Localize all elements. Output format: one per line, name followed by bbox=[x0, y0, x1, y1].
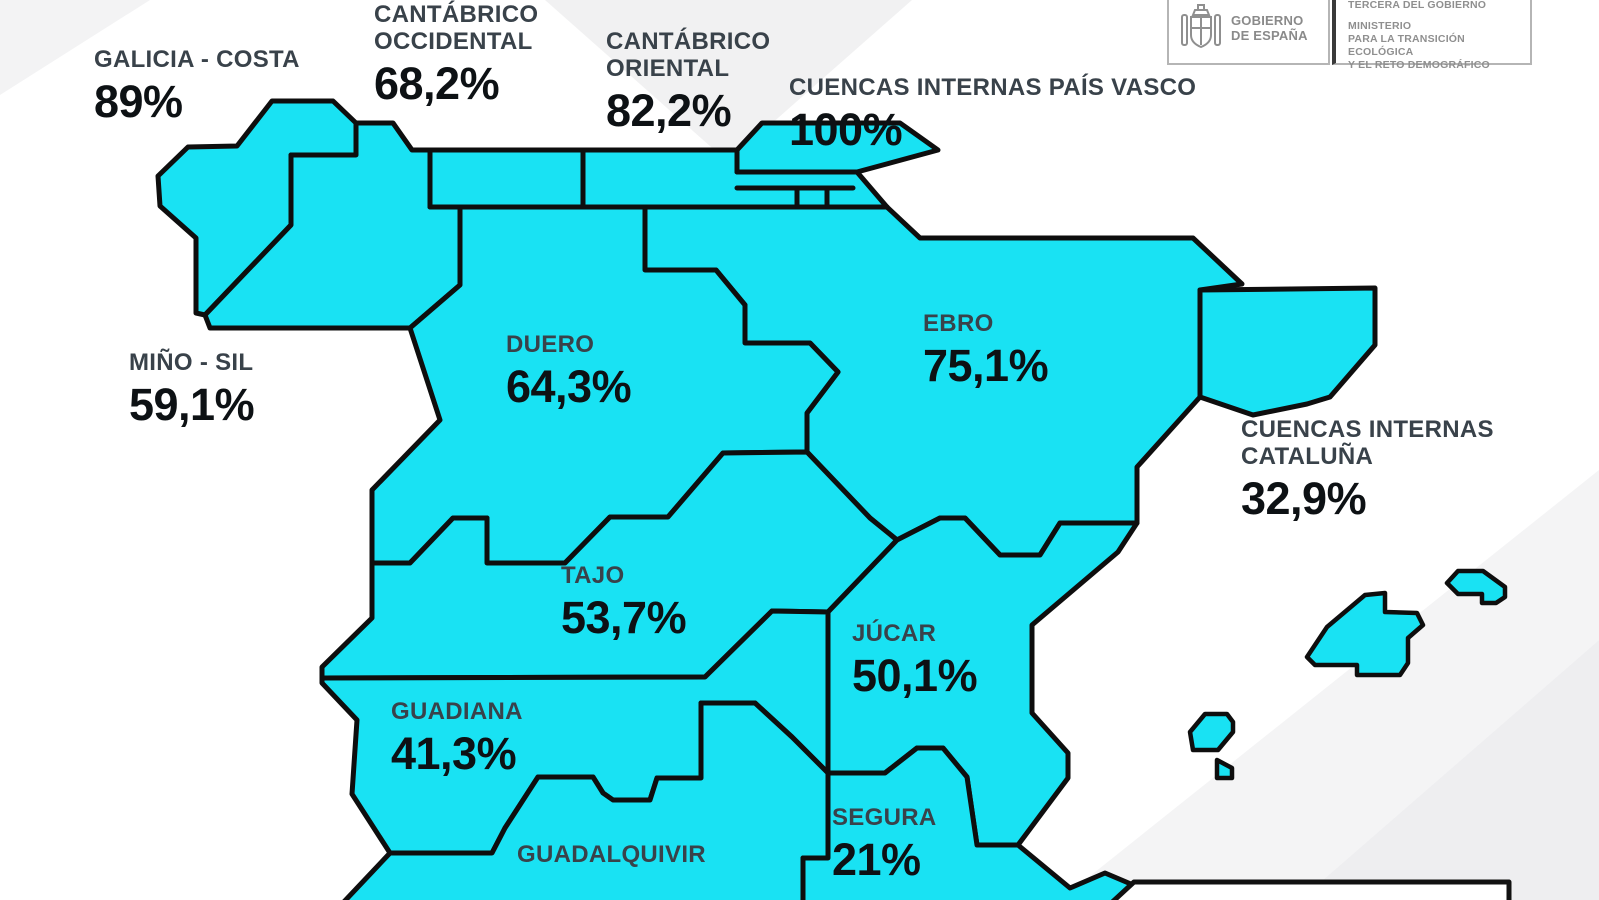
region-name: SEGURA bbox=[832, 804, 937, 831]
island-ibiza bbox=[1187, 711, 1236, 753]
region-label-cantabrico-oriental: CANTÁBRICO ORIENTAL 82,2% bbox=[606, 28, 770, 133]
region-name: OCCIDENTAL bbox=[374, 28, 533, 55]
region-name: TAJO bbox=[561, 562, 625, 589]
region-name: GUADIANA bbox=[391, 698, 523, 725]
region-label-guadalquivir: GUADALQUIVIR bbox=[517, 841, 706, 874]
region-name: ORIENTAL bbox=[606, 55, 730, 82]
region-label-mino-sil: MIÑO - SIL 59,1% bbox=[129, 349, 255, 430]
legend-box-partial bbox=[1110, 879, 1512, 900]
region-value: 64,3% bbox=[506, 361, 632, 412]
region-label-cuencas-internas-cataluna: CUENCAS INTERNAS CATALUÑA 32,9% bbox=[1241, 416, 1494, 521]
region-label-guadiana: GUADIANA 41,3% bbox=[391, 698, 523, 776]
region-value: 75,1% bbox=[923, 340, 1049, 391]
region-name: EBRO bbox=[923, 310, 994, 337]
region-name: CUENCAS INTERNAS bbox=[1241, 416, 1494, 443]
ministerio-line2: PARA LA TRANSICIÓN ECOLÓGICA bbox=[1348, 33, 1465, 58]
island-menorca bbox=[1444, 568, 1508, 606]
map-region-cantabrico-occidental bbox=[427, 147, 586, 210]
region-label-duero: DUERO 64,3% bbox=[506, 331, 632, 412]
region-name: CANTÁBRICO bbox=[606, 28, 771, 55]
region-value: 68,2% bbox=[374, 58, 500, 109]
island-formentera bbox=[1214, 757, 1235, 781]
region-label-cantabrico-occidental: CANTÁBRICO OCCIDENTAL 68,2% bbox=[374, 1, 538, 106]
pais-vasco-divider-lines bbox=[734, 185, 856, 210]
region-label-tajo: TAJO 53,7% bbox=[561, 562, 687, 643]
region-value: 100% bbox=[789, 104, 903, 155]
region-name: GALICIA - COSTA bbox=[94, 46, 300, 73]
region-name: JÚCAR bbox=[852, 620, 937, 647]
region-name: DUERO bbox=[506, 331, 595, 358]
region-name: MIÑO - SIL bbox=[129, 349, 254, 376]
region-value: 50,1% bbox=[852, 650, 978, 701]
region-value: 41,3% bbox=[391, 728, 517, 779]
region-label-segura: SEGURA 21% bbox=[832, 804, 936, 882]
gobierno-de-espana-logo: GOBIERNO DE ESPAÑA bbox=[1167, 0, 1330, 65]
ministerio-line1: MINISTERIO bbox=[1348, 20, 1412, 32]
region-name: CATALUÑA bbox=[1241, 443, 1374, 470]
region-value: 59,1% bbox=[129, 379, 255, 430]
map-region-segura bbox=[800, 745, 1141, 900]
region-label-jucar: JÚCAR 50,1% bbox=[852, 620, 978, 701]
region-label-galicia-costa: GALICIA - COSTA 89% bbox=[94, 46, 300, 124]
ministerio-line3: Y EL RETO DEMOGRÁFICO bbox=[1348, 59, 1490, 71]
spain-coat-of-arms-icon bbox=[1181, 4, 1221, 49]
vicepresidencia-line: TERCERA DEL GOBIERNO bbox=[1348, 0, 1487, 11]
region-name: CANTÁBRICO bbox=[374, 1, 539, 28]
gobierno-text: GOBIERNO DE ESPAÑA bbox=[1231, 13, 1308, 43]
region-value: 89% bbox=[94, 76, 183, 127]
region-value: 21% bbox=[832, 834, 921, 885]
region-value: 53,7% bbox=[561, 592, 687, 643]
region-value: 32,9% bbox=[1241, 473, 1367, 524]
island-mallorca bbox=[1304, 590, 1426, 678]
region-label-ebro: EBRO 75,1% bbox=[923, 310, 1049, 391]
region-label-cuencas-internas-pais-vasco: CUENCAS INTERNAS PAÍS VASCO 100% bbox=[789, 74, 1196, 152]
region-name: GUADALQUIVIR bbox=[517, 841, 706, 868]
ministerio-logo-text: TERCERA DEL GOBIERNO MINISTERIO PARA LA … bbox=[1332, 0, 1532, 71]
region-value: 82,2% bbox=[606, 85, 732, 136]
region-name: CUENCAS INTERNAS PAÍS VASCO bbox=[789, 74, 1197, 101]
map-region-cuencas-internas-pais-vasco bbox=[734, 120, 941, 175]
map-region-cuencas-internas-cataluna bbox=[1197, 285, 1378, 418]
